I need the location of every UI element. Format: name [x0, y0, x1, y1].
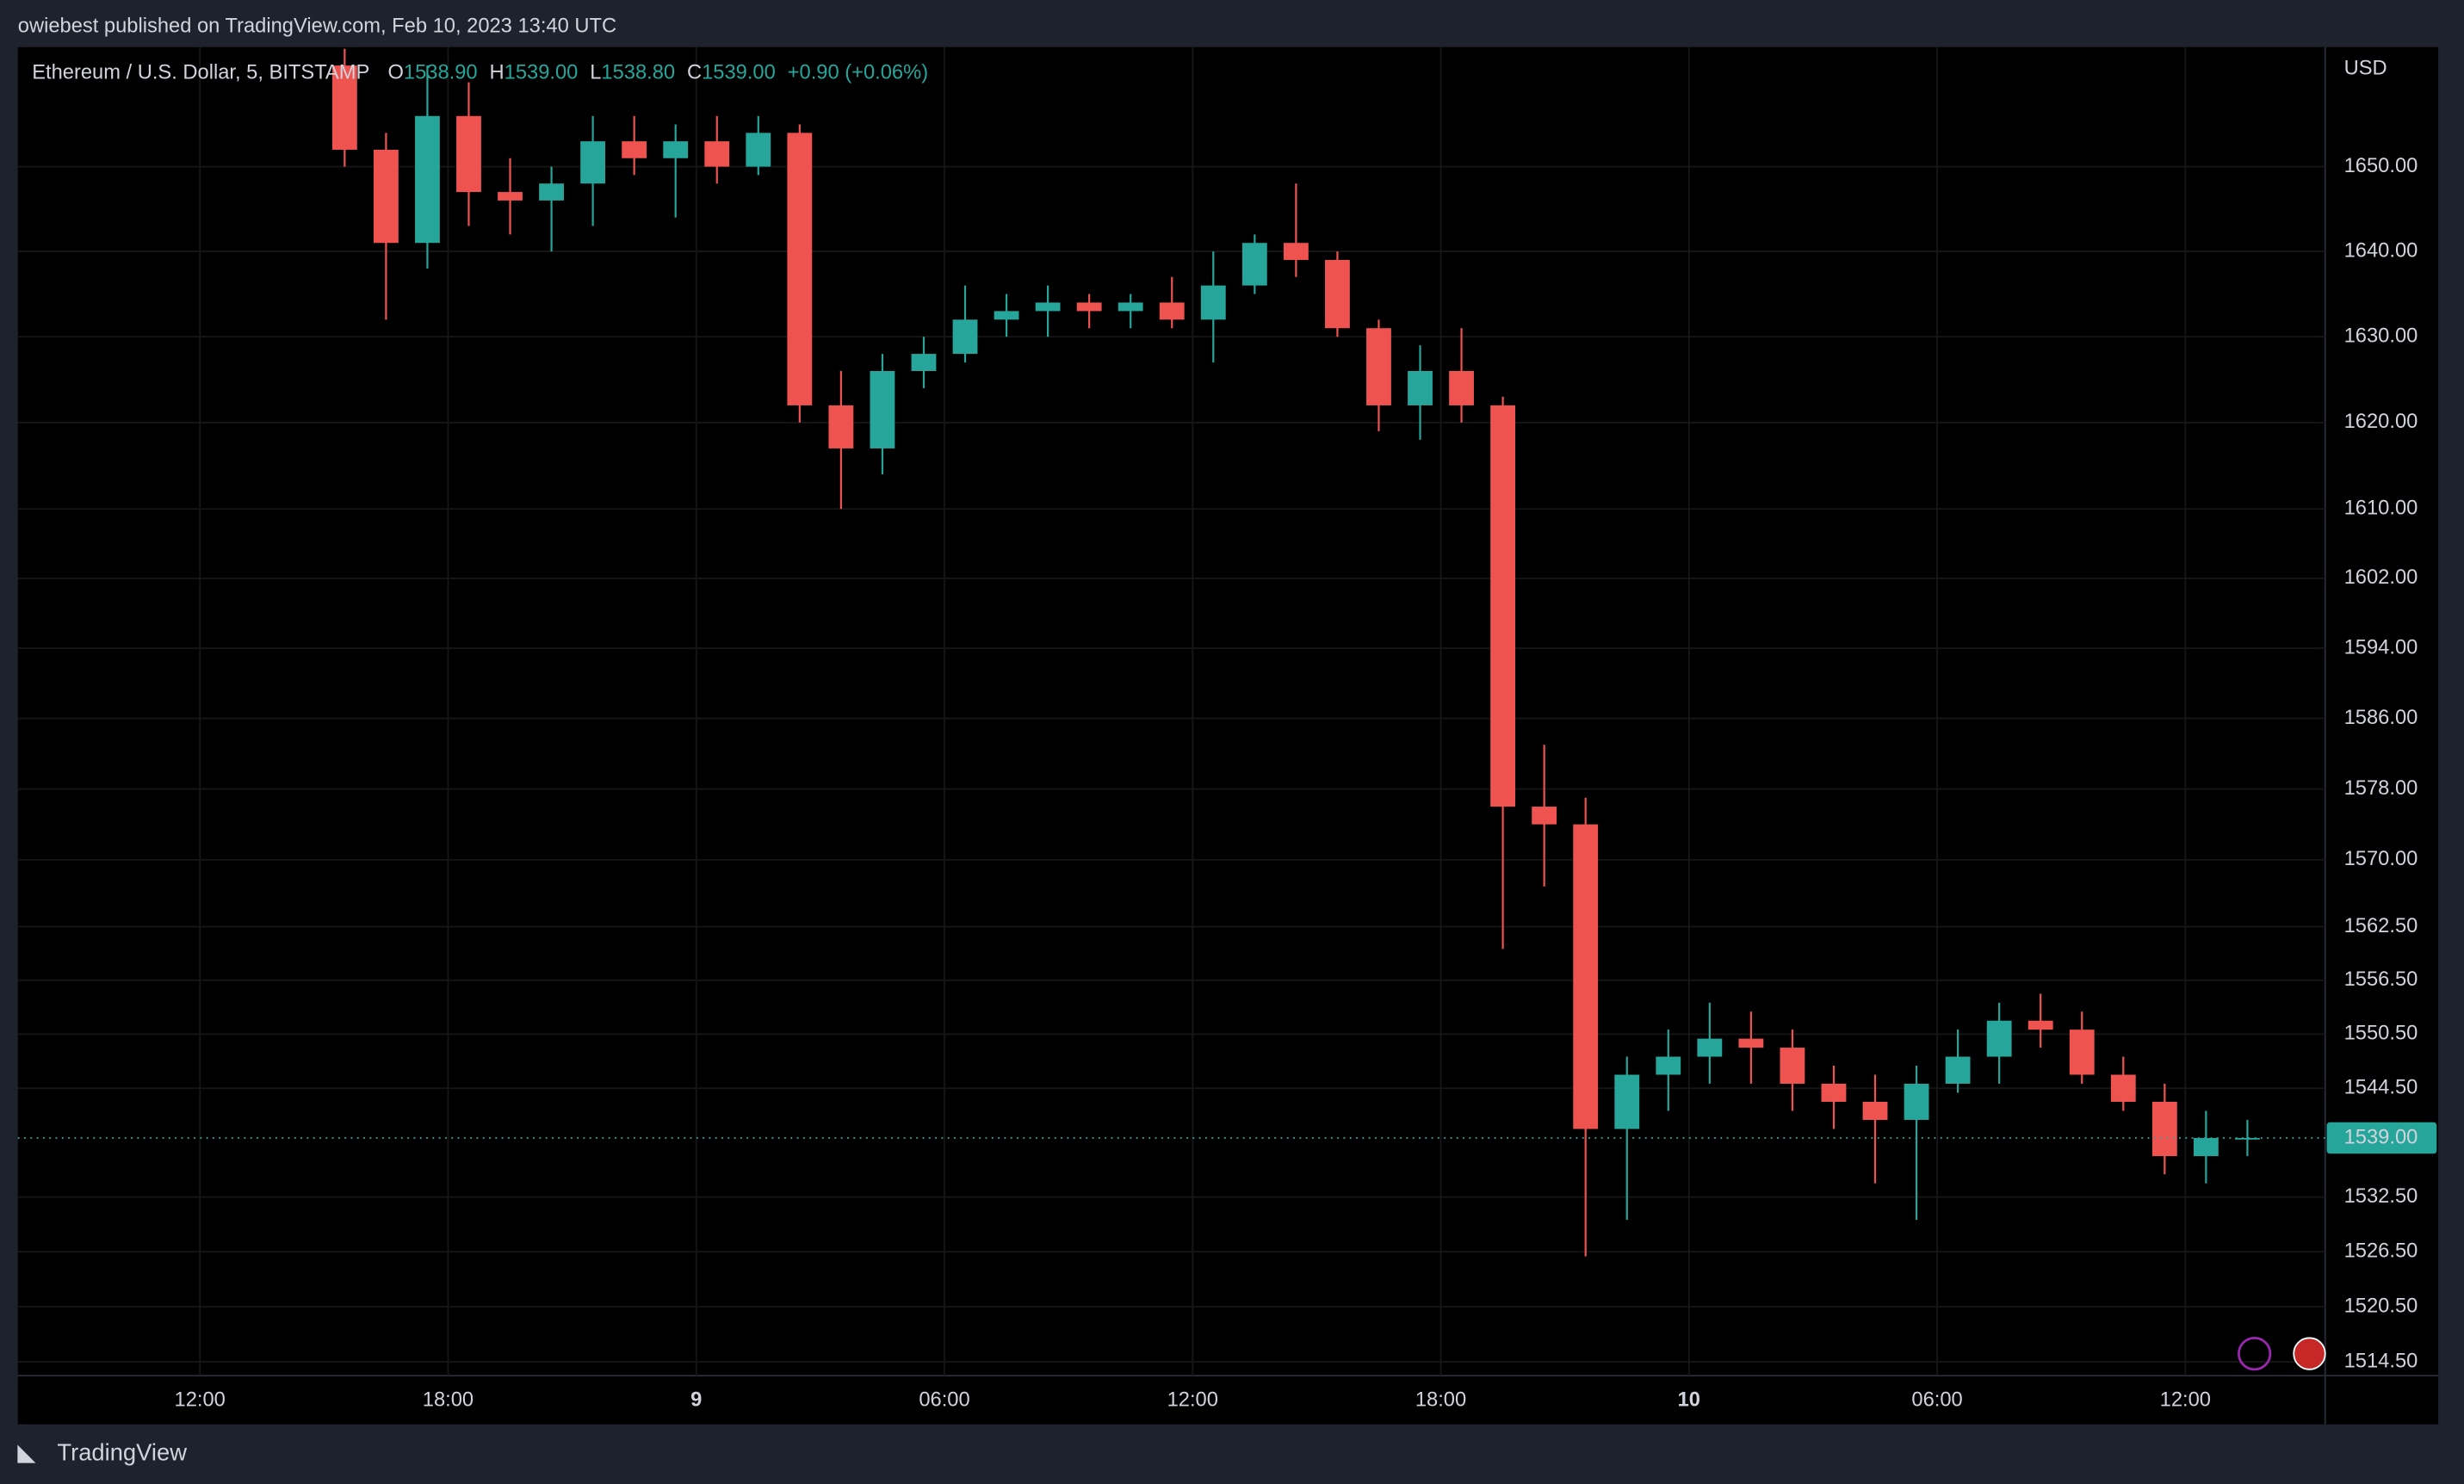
x-tick-label: 12:00: [175, 1389, 226, 1412]
candle-body: [580, 141, 606, 184]
last-price-label: 1539.00: [2344, 1126, 2418, 1148]
symbol: Ethereum / U.S. Dollar, 5, BITSTAMP: [32, 62, 369, 84]
y-tick-label: 1620.00: [2344, 411, 2418, 433]
logo-mark: ◣: [17, 1441, 37, 1465]
readout-label: H: [490, 62, 505, 84]
flag-icon[interactable]: [2293, 1337, 2326, 1370]
candle-body: [456, 115, 481, 193]
candle-body: [1490, 405, 1516, 807]
candle-body: [1325, 259, 1350, 329]
candle-body: [1904, 1083, 1929, 1120]
readout-value: 1539.00: [505, 62, 579, 84]
candle-body: [1366, 328, 1391, 405]
candle-body: [1159, 302, 1185, 320]
readout-label: C: [687, 62, 702, 84]
candles: [17, 48, 2325, 1257]
readout-value: 1538.90: [404, 62, 478, 84]
readout-label: L: [590, 62, 601, 84]
last-price-box: [2326, 1122, 2437, 1154]
y-tick-label: 1520.50: [2344, 1295, 2418, 1317]
candle-body: [1986, 1020, 2012, 1057]
y-tick-label: 1640.00: [2344, 239, 2418, 262]
y-tick-label: 1602.00: [2344, 566, 2418, 589]
candle-body: [1697, 1038, 1723, 1057]
y-tick-label: 1586.00: [2344, 707, 2418, 729]
candle-body: [1945, 1056, 1971, 1084]
y-tick-label: 1526.50: [2344, 1240, 2418, 1262]
x-tick-label: 18:00: [1415, 1389, 1466, 1412]
y-tick-label: 1610.00: [2344, 498, 2418, 520]
y-tick-label: 1562.50: [2344, 915, 2418, 937]
candle-body: [622, 141, 647, 158]
publisher: owiebest published on TradingView.com, F…: [18, 15, 616, 37]
candle-body: [498, 192, 523, 201]
candle-body: [1532, 807, 1557, 825]
candle-body: [994, 311, 1019, 320]
candle-body: [1821, 1083, 1847, 1102]
x-tick-label: 06:00: [1911, 1389, 1962, 1412]
candle-body: [787, 133, 813, 405]
candle-body: [704, 141, 730, 167]
candle-body: [1738, 1038, 1764, 1048]
y-tick-label: 1514.50: [2344, 1350, 2418, 1372]
candle-body: [1449, 371, 1474, 405]
y-tick-label: 1578.00: [2344, 777, 2418, 800]
candle-body: [373, 149, 399, 244]
y-tick-label: 1630.00: [2344, 325, 2418, 347]
chart-pane: [17, 46, 2439, 1425]
x-tick-label: 12:00: [2160, 1389, 2211, 1412]
candle-body: [1283, 243, 1309, 260]
candle-body: [1241, 243, 1267, 286]
candle-body: [870, 371, 895, 448]
y-tick-label: 1570.00: [2344, 848, 2418, 870]
candle-body: [2069, 1030, 2095, 1075]
y-tick-label: 1650.00: [2344, 155, 2418, 177]
legend: Ethereum / U.S. Dollar, 5, BITSTAMP O153…: [32, 62, 928, 84]
candle-body: [1117, 302, 1143, 312]
readout-label: O: [388, 62, 404, 84]
candle-body: [539, 183, 564, 201]
readout-value: 1538.80: [601, 62, 675, 84]
candle-body: [2151, 1101, 2177, 1157]
candle-body: [1200, 285, 1226, 320]
y-tick-label: 1550.50: [2344, 1023, 2418, 1045]
candle-body: [663, 141, 689, 158]
x-tick-label: 18:00: [423, 1389, 474, 1412]
grid: [17, 46, 2325, 1376]
y-tick-label: 1556.50: [2344, 968, 2418, 991]
y-tick-label: 1594.00: [2344, 636, 2418, 659]
alert-icon[interactable]: [2238, 1336, 2272, 1371]
candle-body: [2235, 1138, 2260, 1140]
candle-body: [1035, 302, 1061, 312]
candle-body: [415, 115, 440, 244]
candle-body: [1614, 1074, 1640, 1129]
change: +0.90 (+0.06%): [788, 62, 928, 84]
x-tick-label: 9: [690, 1389, 702, 1412]
candle-body: [1573, 824, 1599, 1129]
y-tick-label: 1544.50: [2344, 1076, 2418, 1098]
currency: USD: [2344, 58, 2387, 80]
x-tick-label: 06:00: [919, 1389, 969, 1412]
candle-body: [2028, 1020, 2053, 1030]
candle-body: [828, 405, 854, 448]
candle-body: [911, 354, 937, 372]
candle-body: [1408, 371, 1433, 405]
readout-value: 1539.00: [702, 62, 776, 84]
candle-body: [1862, 1101, 1888, 1120]
labels: 1650.00 1640.00 1630.00 1620.00 1610.00 1602.…: [175, 155, 2437, 1412]
x-tick-label: 10: [1678, 1389, 1700, 1412]
y-tick-label: 1532.50: [2344, 1185, 2418, 1208]
x-tick-label: 12:00: [1167, 1389, 1218, 1412]
brand: TradingView: [57, 1439, 187, 1466]
candle-body: [2193, 1138, 2219, 1157]
candle-body: [746, 133, 771, 167]
candle-body: [952, 319, 978, 355]
candle-body: [2110, 1074, 2136, 1102]
candle-body: [1656, 1056, 1681, 1075]
candle-body: [1780, 1048, 1805, 1084]
candle-body: [1076, 302, 1102, 312]
candle-body: [331, 65, 357, 150]
